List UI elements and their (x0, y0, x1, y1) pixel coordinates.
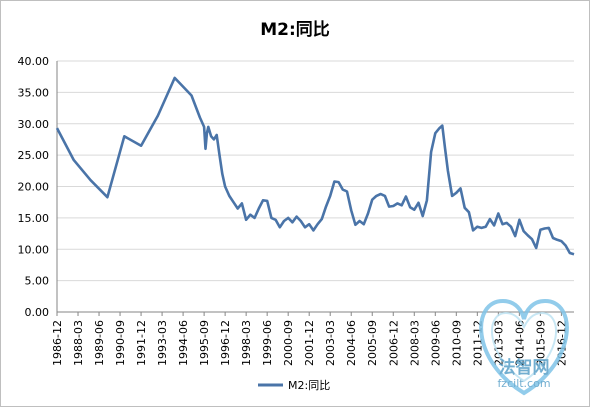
series-layer (55, 76, 575, 256)
legend-label: M2:同比 (288, 379, 330, 392)
heart-inner-icon (491, 311, 557, 383)
x-tick-label: 2014-06 (513, 320, 526, 366)
x-tick-label: 1988-03 (72, 320, 85, 366)
chart-title: M2:同比 (260, 19, 330, 40)
y-tick-label: 30.00 (18, 118, 50, 131)
x-axis-ticks: 1986-12 1988-03 1989-06 1990-09 1991-12 1993-… (51, 312, 568, 366)
x-tick-label: 1993-03 (156, 320, 169, 366)
y-tick-label: 0.00 (25, 306, 50, 319)
watermark-logo: 法智网 fzcilt.com (479, 298, 569, 396)
x-tick-label: 1995-09 (198, 320, 211, 366)
x-tick-label: 2010-09 (450, 320, 463, 366)
x-tick-label: 2000-09 (282, 320, 295, 366)
watermark-domain: fzcilt.com (497, 377, 550, 390)
grid-layer (57, 60, 574, 282)
x-tick-label: 1996-12 (219, 320, 232, 366)
x-tick-label: 1986-12 (51, 320, 64, 366)
y-tick-label: 20.00 (18, 181, 50, 194)
x-tick-label: 2001-12 (303, 320, 316, 366)
x-tick-label: 2006-12 (387, 320, 400, 366)
x-tick-label: 2005-09 (366, 320, 379, 366)
y-tick-label: 10.00 (18, 243, 50, 256)
y-tick-label: 5.00 (25, 275, 50, 288)
x-tick-label: 1990-09 (114, 320, 127, 366)
x-tick-label: 2008-03 (408, 320, 421, 366)
x-tick-label: 2013-03 (492, 320, 505, 366)
x-tick-label: 1998-03 (240, 320, 253, 366)
y-axis-ticks: 0.00 5.00 10.00 15.00 20.00 25.00 30.00 35.00 40… (18, 55, 50, 319)
legend: M2:同比 (258, 379, 330, 392)
axes (56, 61, 574, 313)
series-line-0 (55, 76, 575, 256)
x-tick-label: 2003-03 (324, 320, 337, 366)
x-tick-label: 1994-06 (177, 320, 190, 366)
x-tick-label: 2004-06 (345, 320, 358, 366)
y-tick-label: 35.00 (18, 86, 50, 99)
y-tick-label: 40.00 (18, 55, 50, 68)
y-tick-label: 25.00 (18, 149, 50, 162)
x-tick-label: 2009-06 (429, 320, 442, 366)
x-tick-label: 2015-09 (534, 320, 547, 366)
x-tick-label: 1991-12 (135, 320, 148, 366)
heart-icon (479, 298, 569, 396)
y-tick-label: 15.00 (18, 212, 50, 225)
x-tick-label: 1999-06 (261, 320, 274, 366)
watermark-brand: 法智网 (499, 357, 550, 378)
x-tick-label: 1989-06 (93, 320, 106, 366)
